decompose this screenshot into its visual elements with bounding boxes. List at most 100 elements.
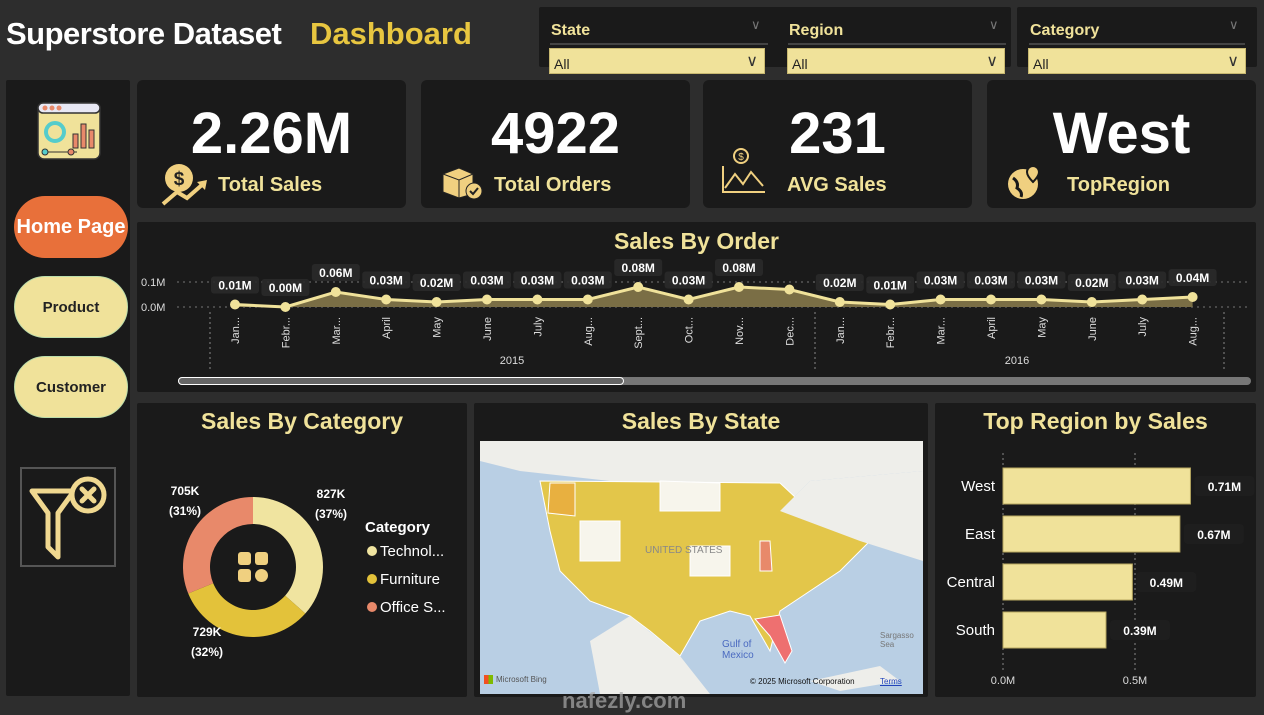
- data-point: [381, 294, 392, 305]
- country-label: UNITED STATES: [645, 545, 723, 556]
- data-label: 0.03M: [924, 274, 957, 288]
- x-tick-label: Mar...: [331, 317, 343, 345]
- x-tick-label: Jan...: [230, 317, 242, 344]
- category-value: All: [1033, 56, 1049, 72]
- icon-part: [255, 552, 268, 565]
- area-fill: [235, 287, 1193, 307]
- dashboard-subtitle: Dashboard: [310, 16, 472, 51]
- x-tick-label: June: [482, 317, 494, 341]
- terms-link[interactable]: Terms: [880, 677, 902, 686]
- kpi-avg-sales: 231 $ AVG Sales: [703, 80, 972, 208]
- data-label: 0.00M: [269, 281, 302, 295]
- category-label: Central: [947, 574, 995, 591]
- scrollbar-thumb[interactable]: [178, 377, 624, 385]
- filter-clear-icon: [29, 476, 107, 560]
- data-label: 0.02M: [823, 276, 856, 290]
- data-point: [1086, 297, 1097, 307]
- product-button[interactable]: Product: [14, 276, 128, 338]
- data-label: 0.03M: [470, 274, 503, 288]
- kpi-label: TopRegion: [1067, 174, 1170, 196]
- dashboard-logo-icon: [37, 102, 101, 160]
- state-value: All: [554, 56, 570, 72]
- watermark: nafezly.com: [562, 688, 687, 713]
- dollar-growth-icon: $: [161, 164, 207, 206]
- donut-slice: [188, 583, 306, 637]
- category-slicer-label: Category: [1030, 22, 1100, 39]
- state-dropdown[interactable]: All ∨: [549, 48, 765, 74]
- map-canvas[interactable]: UNITED STATES Gulf of Mexico Sargasso Se…: [480, 441, 923, 694]
- x-tick-label: April: [381, 317, 393, 339]
- icon-part: [238, 569, 251, 582]
- data-label-bg: [815, 274, 864, 291]
- x-tick-label: Nov...: [734, 317, 746, 345]
- kpi-value: 4922: [490, 101, 621, 166]
- data-label-bg: [664, 271, 713, 289]
- data-point: [532, 294, 543, 305]
- year-label: 2015: [500, 355, 524, 367]
- slicer-group-2: Category ∨ All ∨: [1017, 7, 1257, 74]
- svg-text:$: $: [738, 152, 744, 163]
- chevron-down-icon[interactable]: ∨: [989, 17, 999, 32]
- x-tick-label: Sept...: [633, 317, 645, 349]
- slice-pct-label: (32%): [191, 645, 223, 659]
- x-tick-label: May: [1036, 317, 1048, 338]
- divider: [550, 43, 768, 45]
- kpi-total-orders: 4922 Total Orders: [421, 80, 690, 208]
- kpi-label: Total Sales: [218, 174, 323, 196]
- data-label: 0.49M: [1150, 576, 1183, 590]
- data-label-bg: [211, 276, 259, 294]
- chevron-down-icon: ∨: [1227, 53, 1239, 70]
- chart-title: Sales By Category: [201, 408, 403, 434]
- category-dropdown[interactable]: All ∨: [1028, 48, 1246, 74]
- data-point: [885, 299, 896, 310]
- category-label: South: [956, 622, 995, 639]
- x-tick-label: May: [432, 317, 444, 338]
- legend-marker: [367, 574, 377, 584]
- customer-button[interactable]: Customer: [14, 356, 128, 418]
- divider: [788, 43, 1006, 45]
- data-point: [1187, 292, 1198, 302]
- chevron-down-icon[interactable]: ∨: [751, 17, 761, 32]
- x-tick-label: Dec...: [784, 317, 796, 346]
- x-tick-label: Aug...: [1188, 317, 1200, 346]
- data-label: 0.08M: [722, 261, 755, 275]
- kpi-label: Total Orders: [494, 174, 612, 196]
- data-point: [784, 284, 795, 295]
- category-label: East: [965, 526, 996, 543]
- kpi-value: 2.26M: [190, 101, 353, 166]
- x-tick-label: April: [986, 317, 998, 339]
- home-page-button[interactable]: Home Page: [14, 196, 128, 258]
- data-point: [582, 294, 593, 305]
- kpi-total-sales: 2.26M $ Total Sales: [137, 80, 406, 208]
- data-label: 0.06M: [319, 266, 352, 280]
- data-point: [431, 297, 442, 307]
- x-tick-label: 0.0M: [991, 675, 1015, 687]
- data-label-bg: [715, 259, 763, 276]
- globe-pin-icon: [1008, 164, 1041, 199]
- data-label: 0.71M: [1208, 480, 1241, 494]
- donut-slice: [183, 497, 253, 594]
- chart-title: Top Region by Sales: [983, 408, 1208, 434]
- chevron-down-icon[interactable]: ∨: [1229, 17, 1239, 32]
- clear-filters-button[interactable]: [20, 467, 116, 567]
- kpi-top-region: West TopRegion: [987, 80, 1256, 208]
- dollar-chart-icon: $: [722, 148, 765, 193]
- x-tick-label: June: [1087, 317, 1099, 341]
- bar-chart-svg: 0.0M 0.5M West 0.71M East 0.67M Central 0.49M So…: [947, 453, 1255, 687]
- x-tick-label: Mar...: [936, 317, 948, 345]
- x-tick-label: Jan...: [835, 317, 847, 344]
- sales-by-order-chart: Sales By Order 0.0M 0.1M 0.01M Jan... 0.00M F…: [137, 222, 1256, 392]
- data-label-bg: [311, 264, 360, 281]
- data-label-bg: [1194, 476, 1255, 496]
- region-dropdown[interactable]: All ∨: [787, 48, 1005, 74]
- sales-by-category-chart: Sales By Category 827K (37%) 729K (32%) 705K…: [137, 403, 467, 697]
- data-point: [633, 282, 644, 292]
- data-label-bg: [1168, 269, 1217, 286]
- legend-item: Technol...: [380, 543, 444, 560]
- package-check-icon: [442, 167, 483, 200]
- slice-value-label: 827K: [317, 487, 346, 501]
- map-copyright: © 2025 Microsoft Corporation: [750, 677, 855, 686]
- data-label-bg: [1067, 274, 1116, 291]
- scrollbar-track[interactable]: [178, 377, 1251, 385]
- data-label: 0.02M: [1075, 276, 1108, 290]
